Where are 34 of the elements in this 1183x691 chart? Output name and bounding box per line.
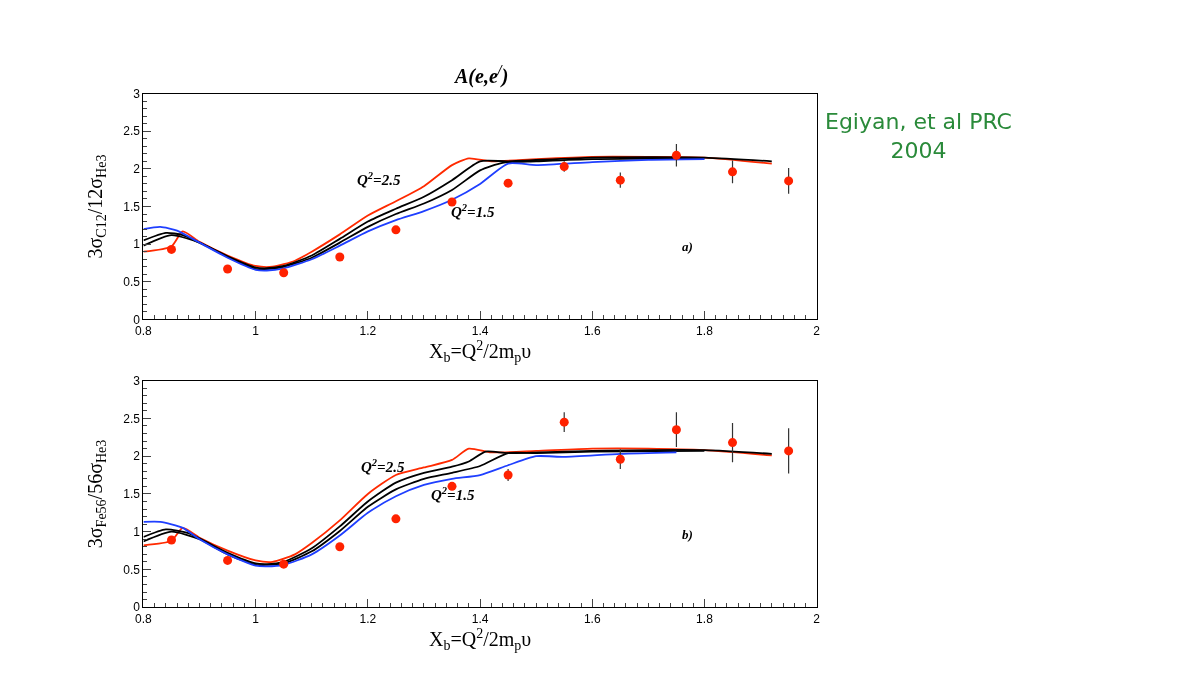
x-tick-label: 1 xyxy=(252,611,260,626)
x-tick-label: 2 xyxy=(813,323,821,338)
text: Egiyan, et al PRC 2004 xyxy=(825,109,1012,163)
y-tick-label: 3 xyxy=(133,86,141,101)
x-tick-label: 1.4 xyxy=(471,323,489,338)
x-tick-label: 1.2 xyxy=(359,323,377,338)
annotation: Q$^{2}$=2.5 xyxy=(361,457,405,476)
y-tick-label: 1.5 xyxy=(123,199,141,214)
annotation: b) xyxy=(682,527,693,542)
x-tick-label: 1.4 xyxy=(471,611,489,626)
y-tick-label: 0.5 xyxy=(123,275,141,290)
x-tick-label: 2 xyxy=(813,611,821,626)
y-tick-label: 1.5 xyxy=(123,487,141,502)
y-tick-label: 1 xyxy=(133,237,141,252)
y-tick-label: 2 xyxy=(133,449,141,464)
chart-title: A(e,e$^{/}$) xyxy=(453,63,509,89)
x-tick-label: 1.8 xyxy=(696,323,714,338)
x-tick-label: 1.2 xyxy=(359,611,377,626)
x-axis-title: X$_{b}$=Q$^{2}$/2m$_{p}$υ xyxy=(428,337,532,366)
x-tick-label: 1.6 xyxy=(583,611,601,626)
y-tick-label: 0.5 xyxy=(123,562,141,577)
annotation: a) xyxy=(682,239,693,254)
y-tick-label: 2.5 xyxy=(123,411,141,426)
y-tick-label: 2 xyxy=(133,162,141,177)
x-tick-label: 1.6 xyxy=(583,323,601,338)
y-tick-label: 3 xyxy=(133,373,141,388)
y-tick-label: 1 xyxy=(133,524,141,539)
y-tick-label: 2.5 xyxy=(123,124,141,139)
annotation: Q$^{2}$=2.5 xyxy=(357,170,401,189)
x-tick-label: 1 xyxy=(252,323,260,338)
annotation: Q$^{2}$=1.5 xyxy=(431,485,475,504)
annotation: Q$^{2}$=1.5 xyxy=(451,202,495,221)
x-axis-title: X$_{b}$=Q$^{2}$/2m$_{p}$υ xyxy=(428,625,532,654)
x-tick-label: 1.8 xyxy=(696,611,714,626)
